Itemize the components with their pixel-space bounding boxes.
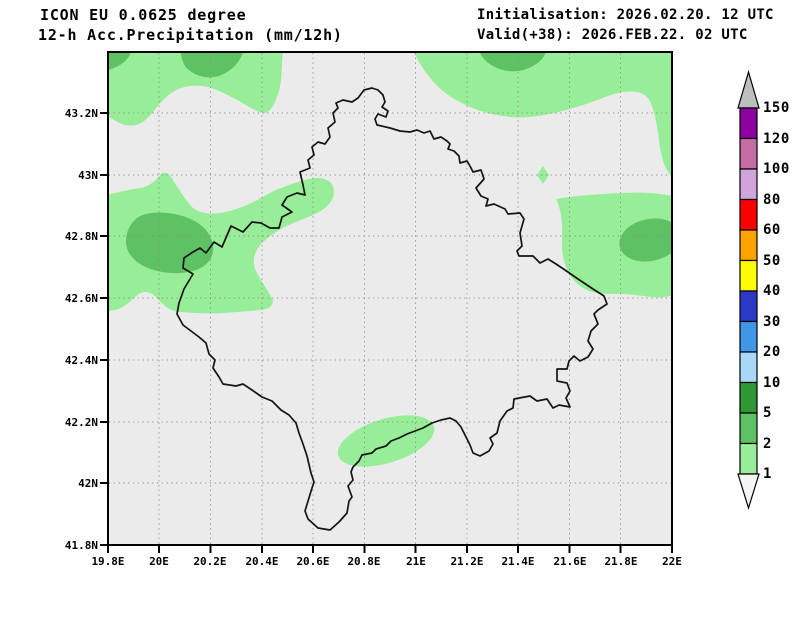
precip-core-north bbox=[480, 52, 546, 72]
x-axis-tick-label: 21.8E bbox=[604, 555, 638, 568]
colorbar-above-max-arrow bbox=[737, 69, 760, 109]
y-axis-tick-label: 42N bbox=[78, 477, 98, 490]
x-axis-tick-label: 20.4E bbox=[245, 555, 279, 568]
colorbar-segment bbox=[739, 351, 758, 384]
precip-area-northwest bbox=[108, 52, 283, 126]
x-axis-tick-label: 19.8E bbox=[91, 555, 125, 568]
colorbar-label: 120 bbox=[763, 130, 790, 147]
colorbar-segment bbox=[739, 198, 758, 231]
x-axis-tick-label: 21.2E bbox=[450, 555, 484, 568]
map-frame bbox=[107, 51, 673, 546]
y-axis-tick-label: 42.4N bbox=[64, 354, 98, 367]
precip-area-east bbox=[556, 192, 672, 298]
colorbar-label: 60 bbox=[763, 222, 781, 238]
colorbar bbox=[737, 69, 760, 511]
colorbar-label: 50 bbox=[763, 252, 781, 269]
x-axis-tick-label: 20.8E bbox=[347, 555, 381, 568]
precip-core-northwest-corner bbox=[108, 52, 131, 70]
colorbar-label: 80 bbox=[763, 191, 781, 208]
colorbar-label: 5 bbox=[763, 405, 772, 421]
x-axis-tick-label: 20.2E bbox=[193, 555, 227, 568]
y-axis-tick-label: 41.8N bbox=[64, 539, 98, 552]
colorbar-label: 40 bbox=[763, 283, 781, 299]
colorbar-segment bbox=[739, 107, 758, 140]
model-title: ICON EU 0.0625 degree bbox=[40, 6, 247, 24]
x-axis-tick-label: 22E bbox=[662, 555, 682, 568]
y-axis-tick-label: 43.2N bbox=[64, 107, 98, 120]
x-axis-tick-label: 20E bbox=[149, 555, 169, 568]
precip-core-west bbox=[125, 212, 214, 274]
colorbar-segment bbox=[739, 381, 758, 414]
colorbar-below-min-arrow bbox=[737, 473, 760, 511]
colorbar-label: 10 bbox=[763, 374, 781, 391]
x-axis-tick-label: 20.6E bbox=[296, 555, 330, 568]
x-axis-tick-label: 21E bbox=[406, 555, 426, 568]
colorbar-segment bbox=[739, 320, 758, 353]
colorbar-label: 2 bbox=[763, 435, 772, 452]
colorbar-segment bbox=[739, 442, 758, 475]
colorbar-label: 100 bbox=[763, 161, 790, 177]
y-axis-tick-label: 43N bbox=[78, 169, 98, 182]
x-axis-tick-label: 21.6E bbox=[553, 555, 587, 568]
y-axis-tick-label: 42.8N bbox=[64, 230, 98, 243]
kosovo-border-outline bbox=[176, 87, 608, 531]
product-title: 12-h Acc.Precipitation (mm/12h) bbox=[38, 26, 343, 44]
colorbar-segment bbox=[739, 259, 758, 292]
colorbar-label: 20 bbox=[763, 344, 781, 360]
colorbar-label: 30 bbox=[763, 313, 781, 330]
colorbar-segment bbox=[739, 168, 758, 201]
precip-area-northeast bbox=[414, 52, 672, 177]
precip-core-east bbox=[619, 218, 672, 262]
colorbar-segment bbox=[739, 290, 758, 323]
y-axis-tick-label: 42.2N bbox=[64, 416, 98, 429]
x-axis-tick-label: 21.4E bbox=[501, 555, 535, 568]
init-time: Initialisation: 2026.02.20. 12 UTC bbox=[477, 7, 774, 23]
axis-ticks bbox=[100, 112, 673, 553]
colorbar-segment bbox=[739, 137, 758, 170]
valid-time: Valid(+38): 2026.FEB.22. 02 UTC bbox=[477, 27, 748, 43]
colorbar-label: 150 bbox=[763, 100, 790, 116]
y-axis-tick-label: 42.6N bbox=[64, 292, 98, 305]
colorbar-segment bbox=[739, 412, 758, 445]
precip-area-west bbox=[108, 172, 334, 314]
graticule bbox=[109, 53, 671, 544]
precip-area-south bbox=[337, 415, 435, 467]
colorbar-label: 1 bbox=[763, 466, 772, 482]
colorbar-segment bbox=[739, 229, 758, 262]
precip-core-northwest bbox=[181, 52, 243, 78]
precip-spot bbox=[537, 166, 549, 184]
